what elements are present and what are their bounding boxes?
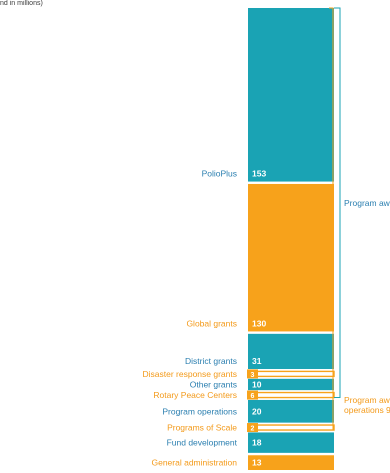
bar-global-grants xyxy=(248,183,334,332)
category-label-fund-development: Fund development xyxy=(167,438,238,448)
value-label-programs-of-scale: 2 xyxy=(251,426,255,433)
bracket-label-program-awards-and-operations: Program awards &operations 92% xyxy=(344,395,390,415)
bar-programs-of-scale xyxy=(247,424,335,431)
bracket-label-program-awards: Program awards 87% xyxy=(344,198,390,208)
category-label-disaster-response-grants: Disaster response grants xyxy=(143,369,238,379)
value-label-other-grants: 10 xyxy=(252,379,262,389)
bar-rotary-peace-centers xyxy=(247,391,335,399)
bar-tag-programs-of-scale xyxy=(247,423,258,433)
value-label-district-grants: 31 xyxy=(252,356,262,366)
bar-tag-rotary-peace-centers xyxy=(247,390,258,400)
bar-general-administration xyxy=(248,455,334,470)
category-label-district-grants: District grants xyxy=(185,356,237,366)
bracket-program-awards-and-operations xyxy=(329,7,334,431)
category-label-polioplus: PolioPlus xyxy=(202,169,237,179)
header-note: nd in millions) xyxy=(0,0,43,7)
value-label-general-administration: 13 xyxy=(252,458,262,468)
category-label-program-operations: Program operations xyxy=(162,406,237,416)
value-label-program-operations: 20 xyxy=(252,406,262,416)
value-label-fund-development: 18 xyxy=(252,438,262,448)
category-label-other-grants: Other grants xyxy=(190,379,237,389)
bar-disaster-response-grants xyxy=(247,370,335,378)
category-label-global-grants: Global grants xyxy=(186,318,237,328)
value-label-global-grants: 130 xyxy=(252,318,266,328)
bar-district-grants xyxy=(248,333,334,370)
bar-fund-development xyxy=(248,432,334,453)
value-label-disaster-response-grants: 3 xyxy=(251,372,255,379)
bracket-program-awards xyxy=(334,7,341,399)
value-label-rotary-peace-centers: 6 xyxy=(251,393,255,400)
category-label-general-administration: General administration xyxy=(151,458,237,468)
value-label-polioplus: 153 xyxy=(252,169,266,179)
bar-polioplus xyxy=(248,8,334,182)
category-label-programs-of-scale: Programs of Scale xyxy=(167,423,237,433)
bar-tag-disaster-response-grants xyxy=(247,369,258,379)
bar-program-operations xyxy=(248,399,334,423)
category-label-rotary-peace-centers: Rotary Peace Centers xyxy=(153,390,237,400)
bar-other-grants xyxy=(248,378,334,391)
